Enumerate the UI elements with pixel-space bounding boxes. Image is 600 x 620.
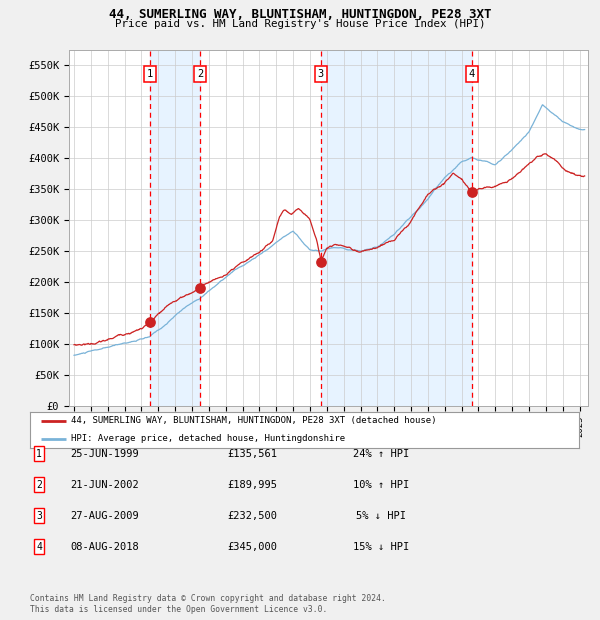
Point	[467, 187, 476, 197]
Text: £189,995: £189,995	[227, 480, 277, 490]
Text: 25-JUN-1999: 25-JUN-1999	[71, 449, 139, 459]
Bar	[321, 50, 472, 406]
Point	[145, 317, 154, 327]
Text: 15% ↓ HPI: 15% ↓ HPI	[353, 542, 409, 552]
Text: Price paid vs. HM Land Registry's House Price Index (HPI): Price paid vs. HM Land Registry's House …	[115, 19, 485, 29]
Text: 4: 4	[36, 542, 42, 552]
Text: HPI: Average price, detached house, Huntingdonshire: HPI: Average price, detached house, Hunt…	[71, 434, 346, 443]
Text: £135,561: £135,561	[227, 449, 277, 459]
Text: 21-JUN-2002: 21-JUN-2002	[71, 480, 139, 490]
Text: 44, SUMERLING WAY, BLUNTISHAM, HUNTINGDON, PE28 3XT (detached house): 44, SUMERLING WAY, BLUNTISHAM, HUNTINGDO…	[71, 416, 437, 425]
Point	[316, 257, 326, 267]
Text: 27-AUG-2009: 27-AUG-2009	[71, 511, 139, 521]
Text: 3: 3	[318, 69, 324, 79]
Text: £232,500: £232,500	[227, 511, 277, 521]
Text: 5% ↓ HPI: 5% ↓ HPI	[356, 511, 406, 521]
Text: 1: 1	[146, 69, 152, 79]
Text: 2: 2	[197, 69, 203, 79]
Text: 3: 3	[36, 511, 42, 521]
Text: 24% ↑ HPI: 24% ↑ HPI	[353, 449, 409, 459]
Text: 44, SUMERLING WAY, BLUNTISHAM, HUNTINGDON, PE28 3XT: 44, SUMERLING WAY, BLUNTISHAM, HUNTINGDO…	[109, 7, 491, 20]
Text: Contains HM Land Registry data © Crown copyright and database right 2024.: Contains HM Land Registry data © Crown c…	[30, 593, 386, 603]
Point	[195, 283, 205, 293]
Text: 2: 2	[36, 480, 42, 490]
Bar	[149, 50, 200, 406]
Text: 08-AUG-2018: 08-AUG-2018	[71, 542, 139, 552]
Text: £345,000: £345,000	[227, 542, 277, 552]
Text: 1: 1	[36, 449, 42, 459]
Text: 10% ↑ HPI: 10% ↑ HPI	[353, 480, 409, 490]
Text: This data is licensed under the Open Government Licence v3.0.: This data is licensed under the Open Gov…	[30, 604, 328, 614]
Text: 4: 4	[469, 69, 475, 79]
